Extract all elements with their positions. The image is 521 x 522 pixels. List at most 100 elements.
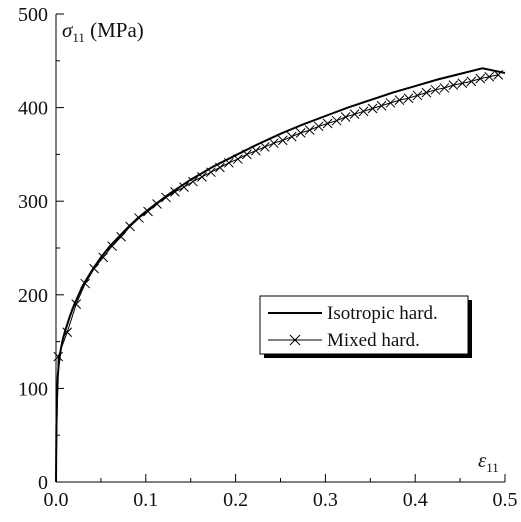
y-tick-label: 100 [18, 378, 48, 400]
marker-stroke [385, 98, 396, 108]
mixed-point-marker [116, 231, 126, 242]
mixed-point-marker [304, 125, 315, 135]
mixed-point-marker [197, 172, 207, 182]
marker-stroke [161, 192, 171, 203]
mixed-point-marker [475, 73, 486, 84]
mixed-point-marker [134, 213, 144, 223]
legend-box [259, 295, 469, 355]
x-tick-label: 0.3 [313, 489, 338, 511]
mixed-point-marker [340, 112, 351, 122]
mixed-point-marker [358, 106, 369, 117]
y-tick-label: 0 [38, 472, 48, 494]
marker-stroke [286, 131, 297, 142]
marker-stroke [232, 154, 243, 164]
marker-stroke [250, 145, 261, 156]
tick-labels: 0.0 0.1 0.2 0.3 0.4 0.5 0 100 200 300 400 500 [18, 4, 518, 511]
mixed-point-marker [241, 149, 252, 160]
marker-stroke [493, 69, 504, 80]
marker-stroke [484, 71, 495, 82]
marker-stroke [143, 206, 153, 217]
mixed-point-marker [295, 128, 306, 138]
marker-stroke [179, 182, 189, 193]
series-isotropic-line [55, 67, 506, 483]
mixed-point-marker [62, 327, 73, 338]
marker-stroke [358, 106, 369, 117]
mixed-point-marker [53, 351, 64, 362]
marker-stroke [295, 128, 306, 138]
mixed-point-marker [484, 71, 495, 82]
mixed-point-marker [367, 103, 378, 114]
marker-stroke [206, 167, 216, 178]
marker-stroke [80, 278, 91, 289]
mixed-point-marker [403, 93, 414, 104]
marker-stroke [125, 221, 135, 232]
marker-stroke [170, 186, 180, 197]
marker-stroke [304, 125, 315, 135]
x-tick-label: 0.0 [44, 489, 69, 511]
mixed-point-marker [71, 299, 82, 310]
marker-stroke [331, 115, 342, 126]
marker-stroke [116, 231, 126, 242]
y-tick-label: 200 [18, 285, 48, 307]
marker-stroke [448, 80, 459, 90]
legend: Isotropic hard. Mixed hard. [259, 295, 472, 358]
marker-stroke [340, 112, 351, 122]
mixed-point-marker [421, 87, 432, 98]
marker-stroke [268, 138, 279, 149]
marker-stroke [430, 84, 441, 95]
mixed-point-marker [98, 252, 108, 263]
marker-stroke [466, 76, 477, 87]
mixed-point-marker [215, 162, 225, 173]
marker-stroke [376, 100, 387, 111]
mixed-point-marker [268, 138, 279, 149]
mixed-point-marker [143, 206, 153, 217]
x-tick-label: 0.1 [133, 489, 158, 511]
marker-stroke [107, 241, 117, 251]
marker-stroke [134, 213, 144, 223]
mixed-point-marker [466, 76, 477, 87]
x-tick-label: 0.4 [403, 489, 428, 511]
mixed-point-marker [277, 135, 288, 146]
marker-stroke [349, 109, 360, 120]
marker-stroke [421, 87, 432, 98]
mixed-point-marker [349, 109, 360, 120]
mixed-point-marker [457, 78, 468, 89]
mixed-point-marker [385, 98, 396, 108]
marker-stroke [322, 118, 333, 129]
y-tick-label: 300 [18, 191, 48, 213]
mixed-point-marker [493, 69, 504, 80]
mixed-point-marker [250, 145, 261, 156]
x-axis-subscript: 11 [486, 460, 499, 475]
marker-stroke [367, 103, 378, 114]
mixed-point-marker [313, 121, 324, 132]
y-axis-symbol: σ [62, 18, 74, 42]
tick-marks [55, 13, 506, 483]
marker-stroke [412, 90, 423, 101]
y-axis-unit: (MPa) [85, 18, 144, 42]
mixed-point-marker [412, 90, 423, 101]
mixed-point-marker [179, 182, 189, 193]
mixed-point-marker [107, 241, 117, 251]
mixed-point-marker [89, 263, 100, 274]
marker-stroke [457, 78, 468, 89]
marker-stroke [439, 83, 450, 93]
series-layer [53, 67, 506, 483]
mixed-point-marker [430, 84, 441, 95]
y-axis-subscript: 11 [72, 30, 85, 45]
mixed-point-marker [188, 176, 198, 187]
mixed-point-marker [322, 118, 333, 129]
mixed-point-marker [224, 157, 234, 168]
mixed-point-marker [439, 83, 450, 93]
mixed-point-marker [259, 142, 270, 152]
mixed-point-marker [331, 115, 342, 126]
marker-stroke [241, 149, 252, 160]
marker-stroke [71, 299, 82, 310]
marker-stroke [277, 135, 288, 146]
legend-label-isotropic: Isotropic hard. [327, 303, 438, 324]
marker-stroke [89, 263, 100, 274]
mixed-point-marker [394, 95, 405, 105]
marker-stroke [152, 199, 162, 209]
marker-stroke [403, 93, 414, 104]
axes [55, 14, 505, 483]
